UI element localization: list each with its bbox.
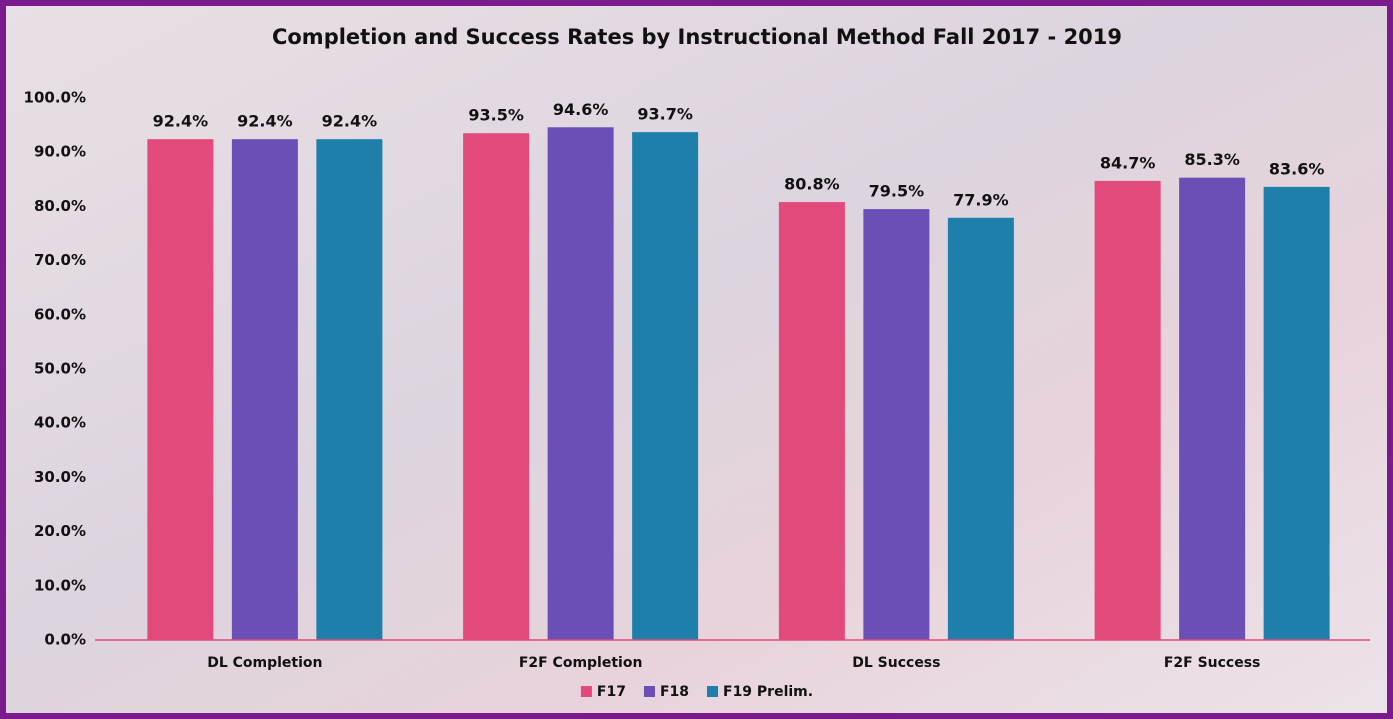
bar [632, 132, 698, 640]
y-tick-label: 0.0% [44, 631, 86, 649]
legend-swatch [644, 686, 655, 697]
legend-label: F17 [597, 684, 626, 700]
bar [863, 209, 929, 640]
bar [1264, 187, 1330, 640]
value-label: 85.3% [1184, 150, 1240, 169]
value-label: 92.4% [153, 112, 209, 131]
legend-swatch [581, 686, 592, 697]
x-tick-label: DL Success [852, 655, 940, 671]
y-tick-label: 90.0% [34, 143, 86, 161]
bar [232, 139, 298, 640]
y-tick-label: 40.0% [34, 414, 86, 432]
value-label: 79.5% [869, 182, 925, 201]
y-tick-label: 10.0% [34, 576, 86, 594]
page: Completion and Success Rates by Instruct… [0, 0, 1393, 719]
value-label: 80.8% [784, 175, 840, 194]
chart: Completion and Success Rates by Instruct… [0, 0, 1393, 719]
y-tick-label: 70.0% [34, 251, 86, 269]
bar [779, 202, 845, 640]
y-tick-label: 80.0% [34, 197, 86, 215]
y-tick-label: 20.0% [34, 522, 86, 540]
bar [548, 127, 614, 640]
chart-title: Completion and Success Rates by Instruct… [272, 25, 1122, 49]
x-tick-label: F2F Completion [519, 655, 643, 671]
x-tick-label: F2F Success [1164, 655, 1261, 671]
bar [948, 218, 1014, 640]
value-label: 84.7% [1100, 153, 1156, 172]
value-label: 93.5% [468, 106, 524, 125]
legend-swatch [707, 686, 718, 697]
value-label: 77.9% [953, 190, 1009, 209]
value-label: 92.4% [322, 112, 378, 131]
bar [316, 139, 382, 640]
legend-label: F18 [660, 684, 689, 700]
bar [463, 133, 529, 640]
y-tick-label: 60.0% [34, 305, 86, 323]
bar [147, 139, 213, 640]
y-tick-label: 50.0% [34, 360, 86, 378]
bar [1095, 181, 1161, 640]
value-label: 94.6% [553, 100, 609, 119]
value-label: 83.6% [1269, 159, 1325, 178]
value-label: 92.4% [237, 112, 293, 131]
value-label: 93.7% [637, 105, 693, 124]
bar [1179, 178, 1245, 640]
legend-label: F19 Prelim. [723, 684, 813, 700]
y-tick-label: 100.0% [24, 89, 86, 107]
y-tick-label: 30.0% [34, 468, 86, 486]
x-tick-label: DL Completion [207, 655, 322, 671]
